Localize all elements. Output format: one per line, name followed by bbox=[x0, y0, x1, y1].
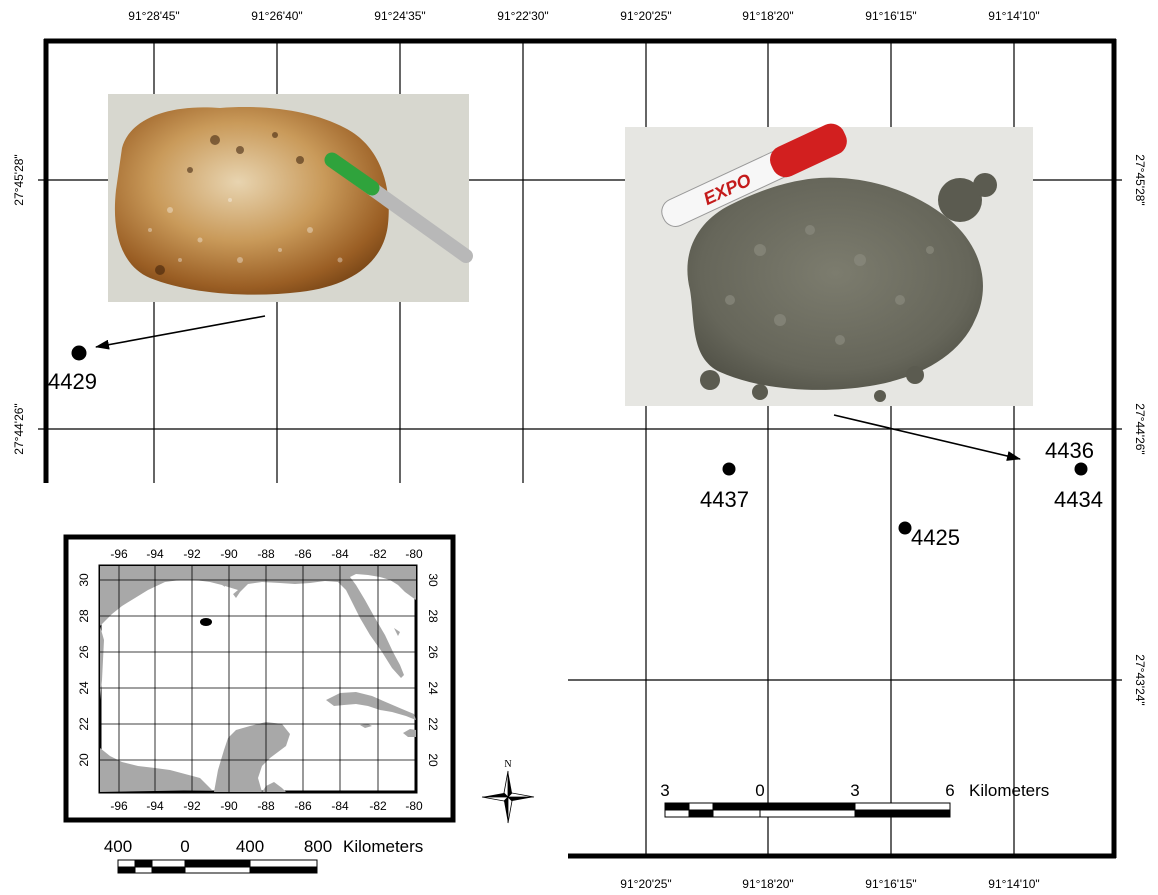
lat-label: 27°44'26" bbox=[1133, 403, 1147, 454]
sample-photo-sponge bbox=[108, 94, 473, 302]
main-scale-label: 3 bbox=[660, 781, 669, 800]
lat-label: 27°44'26" bbox=[12, 403, 26, 454]
lon-label: 91°20'25" bbox=[620, 9, 671, 23]
main-scale-label: 3 bbox=[850, 781, 859, 800]
site-4429-point bbox=[71, 345, 87, 361]
lat-label: 27°45'28" bbox=[12, 154, 26, 205]
north-arrow-icon: N bbox=[481, 759, 535, 824]
lon-label: 91°14'10" bbox=[988, 9, 1039, 23]
site-4429-label: 4429 bbox=[48, 369, 97, 394]
inset-locator-map: -96 -94 -92 -90 -88 -86 -84 -82 -80 -96 … bbox=[63, 534, 456, 823]
lon-label: 91°18'20" bbox=[742, 877, 793, 891]
inset-scale-unit: Kilometers bbox=[343, 837, 423, 856]
lon-label: 91°24'35" bbox=[374, 9, 425, 23]
inset-lon-label: -92 bbox=[183, 799, 201, 813]
study-area-marker bbox=[200, 618, 212, 626]
main-scale-unit: Kilometers bbox=[969, 781, 1049, 800]
lon-label: 91°22'30" bbox=[497, 9, 548, 23]
inset-lat-label: 22 bbox=[426, 717, 440, 731]
inset-lon-label: -88 bbox=[257, 547, 275, 561]
lon-label: 91°28'45" bbox=[128, 9, 179, 23]
site-4434-label: 4434 bbox=[1054, 487, 1103, 512]
inset-scale-label: 0 bbox=[180, 837, 189, 856]
main-scale-label: 0 bbox=[755, 781, 764, 800]
rubble-sample bbox=[687, 177, 983, 390]
inset-lon-labels-bottom: -96 -94 -92 -90 -88 -86 -84 -82 -80 bbox=[110, 799, 423, 813]
inset-lon-label: -84 bbox=[331, 547, 349, 561]
inset-lat-label: 26 bbox=[426, 645, 440, 659]
inset-scale-label: 400 bbox=[236, 837, 264, 856]
lon-label: 91°16'15" bbox=[865, 877, 916, 891]
lat-label: 27°45'28" bbox=[1133, 154, 1147, 205]
inset-lon-labels-top: -96 -94 -92 -90 -88 -86 -84 -82 -80 bbox=[110, 547, 423, 561]
inset-lon-label: -86 bbox=[294, 799, 312, 813]
lat-label: 27°43'24" bbox=[1133, 654, 1147, 705]
inset-lon-label: -82 bbox=[369, 547, 387, 561]
inset-lat-label: 26 bbox=[77, 645, 91, 659]
main-scale-bar: 3 0 3 6 Kilometers bbox=[660, 781, 1049, 818]
inset-lat-label: 22 bbox=[77, 717, 91, 731]
arrow-rubble-to-4436 bbox=[833, 414, 1021, 461]
inset-lon-label: -94 bbox=[146, 799, 164, 813]
inset-lat-label: 20 bbox=[77, 753, 91, 767]
site-4437-label: 4437 bbox=[700, 487, 749, 512]
sample-photo-rubble: EXPO bbox=[625, 123, 1033, 406]
inset-lon-label: -94 bbox=[146, 547, 164, 561]
inset-lon-label: -82 bbox=[369, 799, 387, 813]
inset-lon-label: -80 bbox=[405, 799, 423, 813]
main-scale-label: 6 bbox=[945, 781, 954, 800]
inset-lon-label: -92 bbox=[183, 547, 201, 561]
inset-lat-label: 30 bbox=[426, 573, 440, 587]
inset-lon-label: -90 bbox=[220, 799, 238, 813]
inset-lon-label: -80 bbox=[405, 547, 423, 561]
inset-lat-label: 20 bbox=[426, 753, 440, 767]
right-latitude-labels: 27°45'28" 27°44'26" 27°43'24" bbox=[1133, 154, 1147, 705]
site-4425-point bbox=[898, 521, 912, 535]
inset-lat-labels-left: 30 28 26 24 22 20 bbox=[77, 573, 91, 767]
site-4437-point bbox=[722, 462, 736, 476]
north-letter: N bbox=[504, 759, 511, 770]
lon-label: 91°18'20" bbox=[742, 9, 793, 23]
site-4425-label: 4425 bbox=[911, 525, 960, 550]
inset-lat-label: 30 bbox=[77, 573, 91, 587]
sample-sites: 4429 4437 4425 4436 4434 bbox=[48, 345, 1103, 550]
inset-lon-label: -84 bbox=[331, 799, 349, 813]
inset-scale-label: 400 bbox=[104, 837, 132, 856]
lon-label: 91°16'15" bbox=[865, 9, 916, 23]
inset-lat-label: 28 bbox=[77, 609, 91, 623]
inset-lon-label: -96 bbox=[110, 547, 128, 561]
inset-lat-label: 28 bbox=[426, 609, 440, 623]
sponge-sample bbox=[114, 107, 389, 295]
inset-scale-bar: 400 0 400 800 Kilometers bbox=[104, 837, 423, 874]
site-4434-point bbox=[1074, 462, 1088, 476]
inset-lat-labels-right: 30 28 26 24 22 20 bbox=[426, 573, 440, 767]
inset-lon-label: -90 bbox=[220, 547, 238, 561]
left-latitude-labels: 27°45'28" 27°44'26" bbox=[12, 154, 26, 454]
marker-pen-icon bbox=[324, 152, 473, 263]
inset-lon-label: -96 bbox=[110, 799, 128, 813]
inset-lat-label: 24 bbox=[426, 681, 440, 695]
inset-lon-label: -86 bbox=[294, 547, 312, 561]
site-4436-label: 4436 bbox=[1045, 438, 1094, 463]
inset-land bbox=[100, 566, 416, 792]
lon-label: 91°26'40" bbox=[251, 9, 302, 23]
top-longitude-labels: 91°28'45" 91°26'40" 91°24'35" 91°22'30" … bbox=[128, 9, 1039, 23]
inset-lat-label: 24 bbox=[77, 681, 91, 695]
inset-lon-label: -88 bbox=[257, 799, 275, 813]
lon-label: 91°14'10" bbox=[988, 877, 1039, 891]
bottom-longitude-labels: 91°20'25" 91°18'20" 91°16'15" 91°14'10" bbox=[620, 877, 1039, 891]
arrow-sponge-to-4429 bbox=[95, 315, 266, 350]
inset-scale-label: 800 bbox=[304, 837, 332, 856]
lon-label: 91°20'25" bbox=[620, 877, 671, 891]
inset-graticule bbox=[100, 566, 416, 792]
